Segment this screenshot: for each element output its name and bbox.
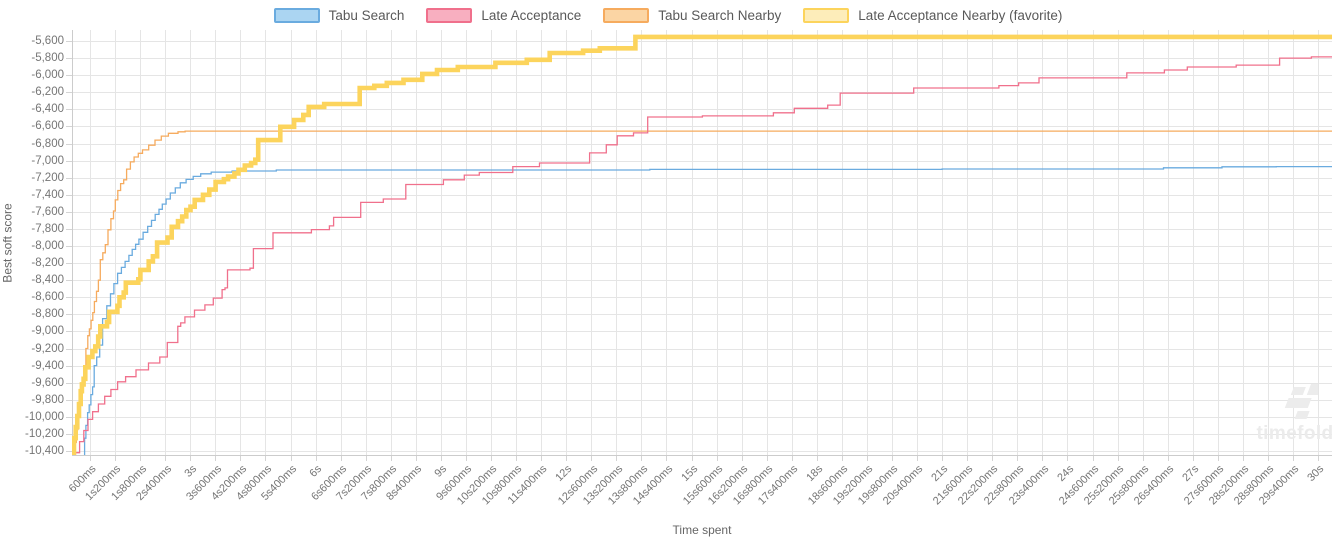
y-tick-label: -6,800 (31, 137, 64, 150)
series-line-late_acceptance_nearby (72, 34, 1332, 455)
y-tick-label: -8,800 (31, 308, 64, 321)
gridlines (72, 30, 1332, 455)
y-tick-label: -5,800 (31, 52, 64, 65)
x-axis-title-text: Time spent (672, 523, 732, 537)
series-line-tabu_search (83, 165, 1332, 455)
y-tick-label: -6,000 (31, 69, 64, 82)
legend-swatch-tabu_search_nearby (603, 8, 650, 23)
y-tick-label: -10,400 (24, 445, 64, 457)
legend-label-tabu_search: Tabu Search (328, 8, 405, 23)
legend-label-late_acceptance_nearby: Late Acceptance Nearby (favorite) (858, 8, 1063, 23)
y-tick-label: -5,600 (31, 35, 64, 47)
axis-lines (72, 30, 1332, 456)
legend-label-late_acceptance: Late Acceptance (481, 8, 582, 23)
y-tick-label: -8,000 (31, 240, 64, 252)
y-tick-label: -10,000 (24, 410, 64, 423)
legend-swatch-late_acceptance_nearby (803, 8, 850, 23)
chart-legend: Tabu Search Late Acceptance Tabu Search Ne… (0, 7, 1336, 24)
y-tick-label: -9,200 (31, 342, 64, 355)
y-tick-label: -8,600 (31, 291, 64, 304)
legend-item-late_acceptance_nearby[interactable]: Late Acceptance Nearby (favorite) (803, 7, 1062, 24)
legend-item-late_acceptance[interactable]: Late Acceptance (426, 7, 581, 24)
y-tick-label: -6,600 (31, 120, 64, 133)
watermark-text: timefold (1256, 423, 1334, 444)
plot-area (66, 30, 1332, 461)
legend-item-tabu_search_nearby[interactable]: Tabu Search Nearby (603, 7, 781, 24)
y-tick-label: -10,200 (24, 427, 64, 440)
timefold-logo-icon (1284, 384, 1318, 419)
y-tick-label: -9,600 (31, 376, 64, 389)
y-tick-label: -6,200 (31, 86, 64, 99)
y-tick-label: -8,200 (31, 257, 64, 270)
y-tick-label: -7,000 (31, 154, 64, 167)
legend-swatch-late_acceptance (426, 8, 473, 23)
series-line-late_acceptance (75, 56, 1332, 454)
series-lines (72, 34, 1332, 455)
legend-item-tabu_search[interactable]: Tabu Search (273, 7, 405, 24)
tick-marks (66, 41, 1319, 461)
timefold-watermark: timefold (1254, 384, 1336, 445)
y-tick-label: -9,800 (31, 393, 64, 406)
y-tick-label: -9,400 (31, 359, 64, 372)
legend-label-tabu_search_nearby: Tabu Search Nearby (658, 8, 782, 23)
x-axis-title: Time spent (72, 523, 1332, 537)
y-tick-label: -8,400 (31, 274, 64, 287)
y-tick-label: -9,000 (31, 325, 64, 338)
y-tick-label: -7,400 (31, 188, 64, 201)
y-tick-label: -7,200 (31, 171, 64, 184)
legend-swatch-tabu_search (273, 8, 320, 23)
y-tick-label: -7,600 (31, 205, 64, 218)
y-tick-label: -7,800 (31, 222, 64, 235)
y-tick-label: -6,400 (31, 103, 64, 116)
